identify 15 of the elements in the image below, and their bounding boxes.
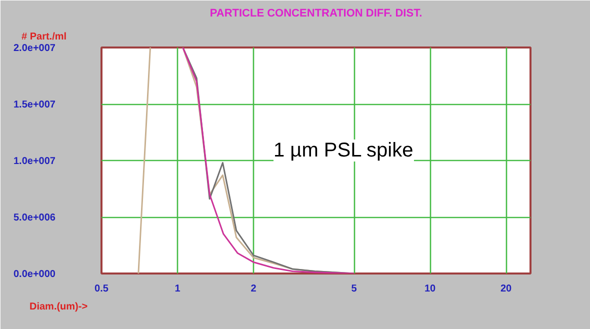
x-tick-label: 5 xyxy=(351,284,358,294)
x-tick-label: 2 xyxy=(250,284,257,294)
y-tick-label: 2.0e+007 xyxy=(14,43,56,54)
x-tick-label: 0.5 xyxy=(94,284,109,294)
x-tick-label: 20 xyxy=(500,284,512,294)
x-tick-label: 10 xyxy=(424,284,436,294)
y-tick-label: 5.0e+006 xyxy=(14,212,56,224)
annotation: 1 µm PSL spike xyxy=(274,140,414,162)
x-tick-label: 1 xyxy=(174,284,181,294)
y-tick-label: 1.5e+007 xyxy=(14,100,56,110)
chart-title: PARTICLE CONCENTRATION DIFF. DIST. xyxy=(210,8,422,20)
y-axis-title: # Part./ml xyxy=(22,32,67,42)
x-axis-title: Diam.(um)-> xyxy=(30,302,88,312)
y-tick-label: 0.0e+000 xyxy=(14,269,56,280)
y-tick-label: 1.0e+007 xyxy=(14,156,56,167)
